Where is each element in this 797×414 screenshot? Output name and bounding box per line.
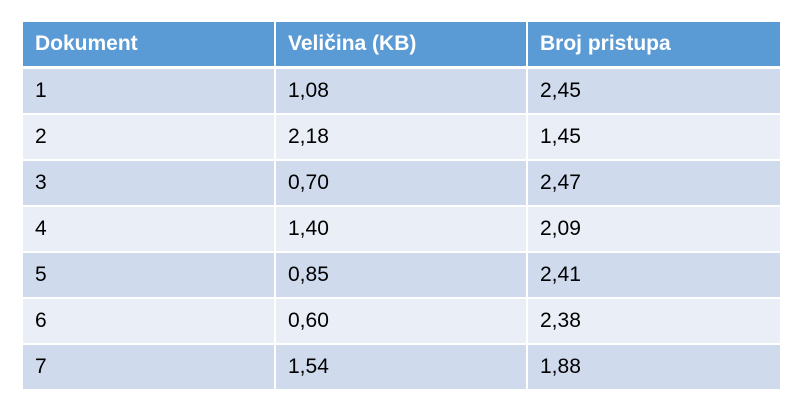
- table-row: 1 1,08 2,45: [23, 67, 780, 115]
- table-cell-broj-pristupa: 2,09: [527, 206, 780, 253]
- table-row: 5 0,85 2,41: [23, 252, 780, 299]
- table-row: 7 1,54 1,88: [23, 344, 780, 389]
- data-table: Dokument Veličina (KB) Broj pristupa 1 1…: [23, 22, 780, 389]
- table-cell-broj-pristupa: 2,47: [527, 160, 780, 207]
- table-row: 4 1,40 2,09: [23, 206, 780, 253]
- table-cell-dokument: 1: [23, 67, 276, 115]
- table-cell-dokument: 3: [23, 160, 276, 207]
- table-cell-broj-pristupa: 2,41: [527, 252, 780, 299]
- table-cell-velicina: 0,70: [275, 160, 528, 207]
- table-cell-broj-pristupa: 2,45: [527, 67, 780, 115]
- table-cell-velicina: 1,54: [275, 344, 528, 389]
- table-row: 2 2,18 1,45: [23, 114, 780, 161]
- table-cell-velicina: 1,40: [275, 206, 528, 253]
- column-header-velicina: Veličina (KB): [275, 22, 528, 69]
- table-row: 6 0,60 2,38: [23, 298, 780, 345]
- table-cell-dokument: 6: [23, 298, 276, 345]
- column-header-broj-pristupa: Broj pristupa: [527, 22, 780, 69]
- table-header-row: Dokument Veličina (KB) Broj pristupa: [23, 22, 780, 69]
- table-cell-broj-pristupa: 2,38: [527, 298, 780, 345]
- table-cell-dokument: 4: [23, 206, 276, 253]
- table-cell-broj-pristupa: 1,88: [527, 344, 780, 389]
- table-cell-velicina: 0,60: [275, 298, 528, 345]
- column-header-dokument: Dokument: [23, 22, 276, 69]
- table-cell-dokument: 7: [23, 344, 276, 389]
- table-cell-velicina: 2,18: [275, 114, 528, 161]
- table-cell-dokument: 5: [23, 252, 276, 299]
- table-cell-broj-pristupa: 1,45: [527, 114, 780, 161]
- table-cell-velicina: 0,85: [275, 252, 528, 299]
- table-row: 3 0,70 2,47: [23, 160, 780, 207]
- table-cell-dokument: 2: [23, 114, 276, 161]
- table-cell-velicina: 1,08: [275, 67, 528, 115]
- table-container: Dokument Veličina (KB) Broj pristupa 1 1…: [23, 22, 780, 389]
